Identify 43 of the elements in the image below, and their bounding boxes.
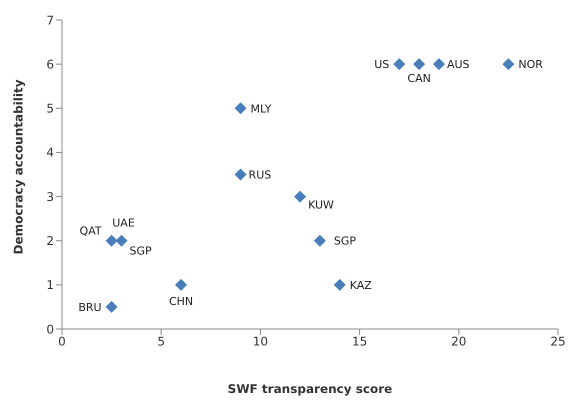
point [116,234,128,247]
x-tick-label: 25 [550,334,566,349]
annotation: QAT [80,224,102,238]
y-tick-label: 0 [46,322,54,336]
annotation: BRU [78,300,102,314]
point [432,58,445,70]
y-tick-label: 1 [46,278,54,292]
annotation: KAZ [350,278,372,292]
point [502,58,514,70]
point [234,102,247,114]
x-tick-label: 20 [451,334,466,349]
annotation: MLY [250,102,272,116]
point [106,300,118,313]
y-tick-label: 6 [46,57,54,72]
annotation: SGP [334,234,356,248]
y-tick-label: 3 [46,190,54,204]
y-tick-label: 4 [46,146,54,160]
y-tick-label: 2 [46,234,54,248]
annotation: CHN [168,294,194,308]
annotation: UAE [112,216,135,230]
point [314,234,326,247]
point [334,278,346,291]
annotation: AUS [446,58,470,72]
x-tick-label: 0 [58,334,66,349]
x-tick-label: 15 [352,334,368,349]
y-axis-title: Democracy accountability [11,79,26,254]
point [106,234,118,247]
y-tick-label: 5 [46,102,54,116]
annotation: CAN [407,72,431,86]
x-tick-label: 10 [252,334,268,349]
x-tick-label: 5 [157,334,166,349]
x-axis-title: SWF transparency score [228,382,392,396]
annotation: US [374,58,390,72]
annotation: RUS [248,168,272,182]
point [413,58,426,70]
annotation: NOR [518,58,544,72]
annotation: SGP [130,244,152,258]
point [393,58,406,70]
annotation: KUW [308,198,334,212]
point [234,168,247,180]
point [294,190,306,203]
y-tick-label: 7 [46,13,54,28]
point [175,278,188,291]
